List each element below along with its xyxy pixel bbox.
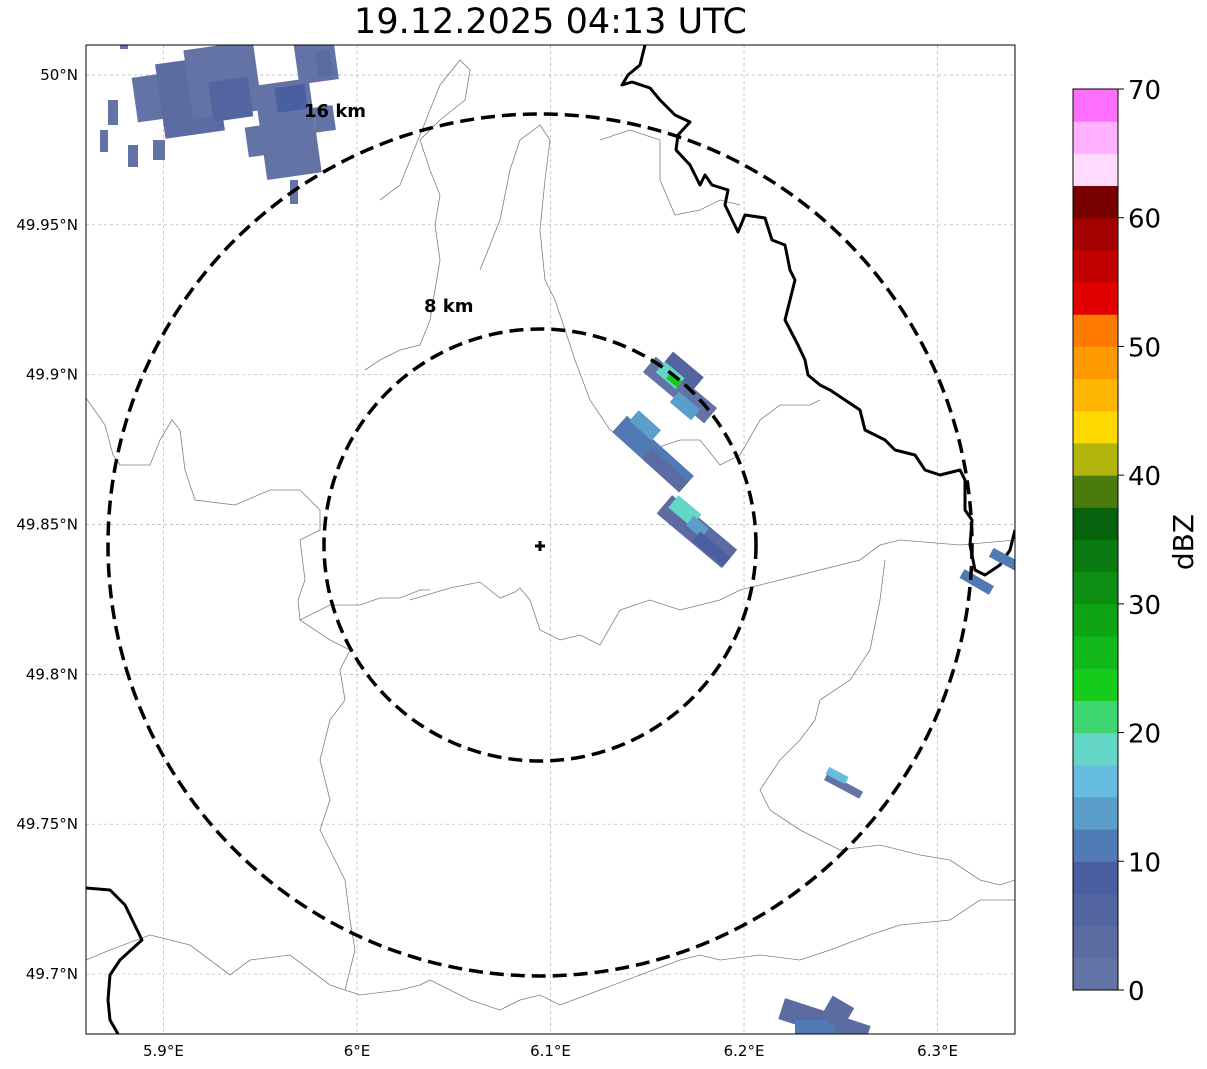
echo-east-edge xyxy=(959,547,1015,595)
x-tick-label: 6.2°E xyxy=(724,1042,765,1060)
boundary-line-north-east xyxy=(479,124,821,466)
colorbar-swatch-1 xyxy=(1073,925,1118,959)
x-tick-label: 6.1°E xyxy=(530,1042,571,1060)
range-label-8km: 8 km xyxy=(424,296,474,317)
border-river-north-east xyxy=(620,45,1015,577)
colorbar-tick-label: 0 xyxy=(1128,977,1145,1007)
y-tick-label: 49.7°N xyxy=(26,965,78,983)
boundary-line-midline xyxy=(409,539,1015,646)
range-ring-8km xyxy=(322,327,758,763)
x-tick-label: 5.9°E xyxy=(143,1042,184,1060)
colorbar-swatch-7 xyxy=(1073,732,1118,766)
colorbar-swatch-20 xyxy=(1073,314,1118,347)
echo-cell-3 xyxy=(656,495,738,569)
colorbar-frame xyxy=(1072,88,1119,991)
colorbar-swatch-18 xyxy=(1073,378,1118,412)
colorbar-title: dBZ xyxy=(1167,514,1200,570)
colorbar: 0 10 20 30 40 50 60 70 dBZ xyxy=(1072,76,1200,1007)
colorbar-swatch-5 xyxy=(1073,796,1118,830)
radar-site-marker xyxy=(535,541,545,551)
radar-echoes xyxy=(100,45,1015,1034)
x-axis-ticks: 5.9°E 6°E 6.1°E 6.2°E 6.3°E xyxy=(143,1042,958,1060)
y-tick-label: 50°N xyxy=(40,66,78,84)
range-rings xyxy=(106,112,974,978)
map-frame xyxy=(85,44,1016,1035)
range-ring-16km xyxy=(106,112,974,978)
colorbar-swatch-15 xyxy=(1073,475,1118,508)
colorbar-swatch-22 xyxy=(1073,249,1118,283)
colorbar-swatch-25 xyxy=(1073,153,1118,187)
colorbar-tick-label: 60 xyxy=(1128,205,1161,235)
colorbar-tick-label: 30 xyxy=(1128,591,1161,621)
colorbar-swatch-0 xyxy=(1073,957,1118,991)
colorbar-swatch-23 xyxy=(1073,217,1118,251)
echo-cell-2 xyxy=(612,410,694,493)
map-panel[interactable]: 8 km 16 km xyxy=(85,29,1020,1046)
colorbar-swatch-19 xyxy=(1073,346,1118,380)
echo-south xyxy=(778,995,871,1034)
border-south-west xyxy=(86,886,144,1034)
colorbar-swatch-6 xyxy=(1073,764,1118,798)
y-tick-label: 49.75°N xyxy=(16,815,78,833)
range-label-16km: 16 km xyxy=(304,101,366,122)
y-tick-label: 49.8°N xyxy=(26,665,78,683)
colorbar-swatch-27 xyxy=(1073,89,1118,122)
colorbar-swatch-4 xyxy=(1073,829,1118,862)
colorbar-tick-label: 40 xyxy=(1128,462,1161,492)
colorbar-swatch-14 xyxy=(1073,507,1118,540)
y-tick-label: 49.85°N xyxy=(16,516,78,534)
colorbar-swatches xyxy=(1073,89,1118,991)
boundary-line-north-centre xyxy=(364,59,471,371)
y-tick-label: 49.9°N xyxy=(26,366,78,384)
colorbar-swatch-2 xyxy=(1073,893,1118,927)
colorbar-swatch-8 xyxy=(1073,700,1118,734)
boundary-line-south xyxy=(86,934,346,991)
colorbar-swatch-10 xyxy=(1073,636,1118,669)
echo-south-east xyxy=(823,766,864,799)
colorbar-swatch-26 xyxy=(1073,121,1118,154)
x-tick-label: 6°E xyxy=(344,1042,371,1060)
boundary-line-central-south xyxy=(299,619,431,996)
national-borders xyxy=(86,45,1015,1034)
colorbar-swatch-24 xyxy=(1073,185,1118,219)
echo-cell-1 xyxy=(642,351,718,424)
boundary-line-west-north xyxy=(86,397,430,621)
boundary-line-south-east xyxy=(429,899,1015,1011)
y-axis-ticks: 50°N 49.95°N 49.9°N 49.85°N 49.8°N 49.75°N 49.… xyxy=(16,66,78,983)
colorbar-swatch-21 xyxy=(1073,282,1118,315)
echo-cluster-north-west xyxy=(100,45,339,204)
colorbar-swatch-17 xyxy=(1073,410,1118,444)
gridlines xyxy=(86,45,1015,1034)
admin-boundaries xyxy=(86,59,1015,1011)
colorbar-swatch-16 xyxy=(1073,442,1118,476)
colorbar-swatch-11 xyxy=(1073,603,1118,637)
colorbar-tick-label: 10 xyxy=(1128,848,1161,878)
colorbar-swatch-12 xyxy=(1073,571,1118,605)
colorbar-tick-label: 50 xyxy=(1128,333,1161,363)
colorbar-tick-label: 20 xyxy=(1128,720,1161,750)
map-title: 19.12.2025 04:13 UTC xyxy=(354,2,747,42)
y-tick-label: 49.95°N xyxy=(16,216,78,234)
colorbar-tick-label: 70 xyxy=(1128,76,1161,106)
colorbar-swatch-13 xyxy=(1073,539,1118,573)
boundary-line-east-north xyxy=(599,129,741,216)
colorbar-ticks: 0 10 20 30 40 50 60 70 xyxy=(1118,76,1161,1007)
boundary-line-east-south xyxy=(759,559,1015,886)
x-tick-label: 6.3°E xyxy=(917,1042,958,1060)
colorbar-swatch-3 xyxy=(1073,861,1118,894)
colorbar-swatch-9 xyxy=(1073,668,1118,701)
